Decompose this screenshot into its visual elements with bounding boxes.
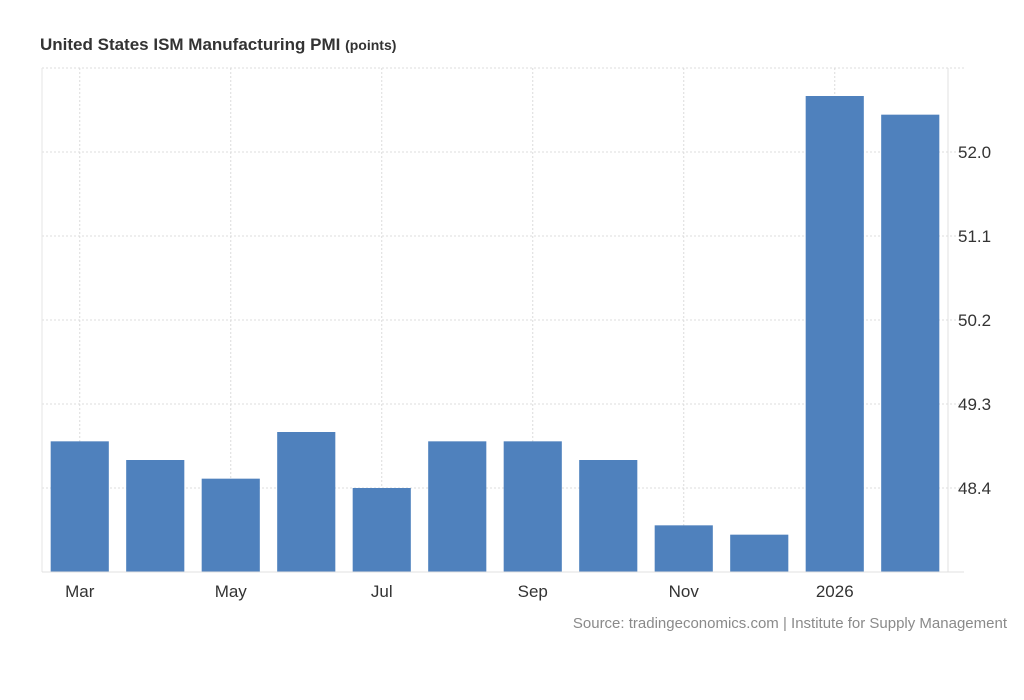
chart-title: United States ISM Manufacturing PMI (poi… [40, 35, 396, 55]
x-tick-label: May [215, 582, 248, 601]
bar-jun [277, 432, 336, 572]
bar-sep [503, 441, 562, 572]
chart-title-text: United States ISM Manufacturing PMI [40, 35, 341, 54]
source-note: Source: tradingeconomics.com | Institute… [572, 615, 1007, 632]
y-tick-label: 48.4 [958, 479, 991, 498]
x-tick-label: 2026 [816, 582, 854, 601]
x-tick-label: Nov [669, 582, 700, 601]
y-tick-label: 51.1 [958, 227, 991, 246]
axes [41, 68, 964, 573]
y-tick-label: 49.3 [958, 395, 991, 414]
bar-may [201, 478, 260, 572]
y-tick-label: 52.0 [958, 143, 991, 162]
x-tick-labels: Mar May Jul Sep Nov 2026 [65, 582, 854, 601]
y-tick-label: 50.2 [958, 311, 991, 330]
bars [50, 96, 940, 573]
x-tick-label: Sep [518, 582, 548, 601]
chart-unit: (points) [345, 37, 397, 53]
y-tick-labels: 48.4 49.3 50.2 51.1 52.0 [958, 143, 991, 498]
bar-aug [428, 441, 487, 572]
bar-oct [579, 460, 638, 572]
bar-2026 [805, 96, 864, 572]
bar-mar [50, 441, 109, 572]
x-tick-label: Jul [371, 582, 393, 601]
bar-nov [654, 525, 713, 572]
bar-dec [730, 534, 789, 572]
bar-jul [352, 488, 411, 572]
bar-feb [881, 114, 940, 573]
x-tick-label: Mar [65, 582, 95, 601]
bar-apr [126, 460, 185, 572]
